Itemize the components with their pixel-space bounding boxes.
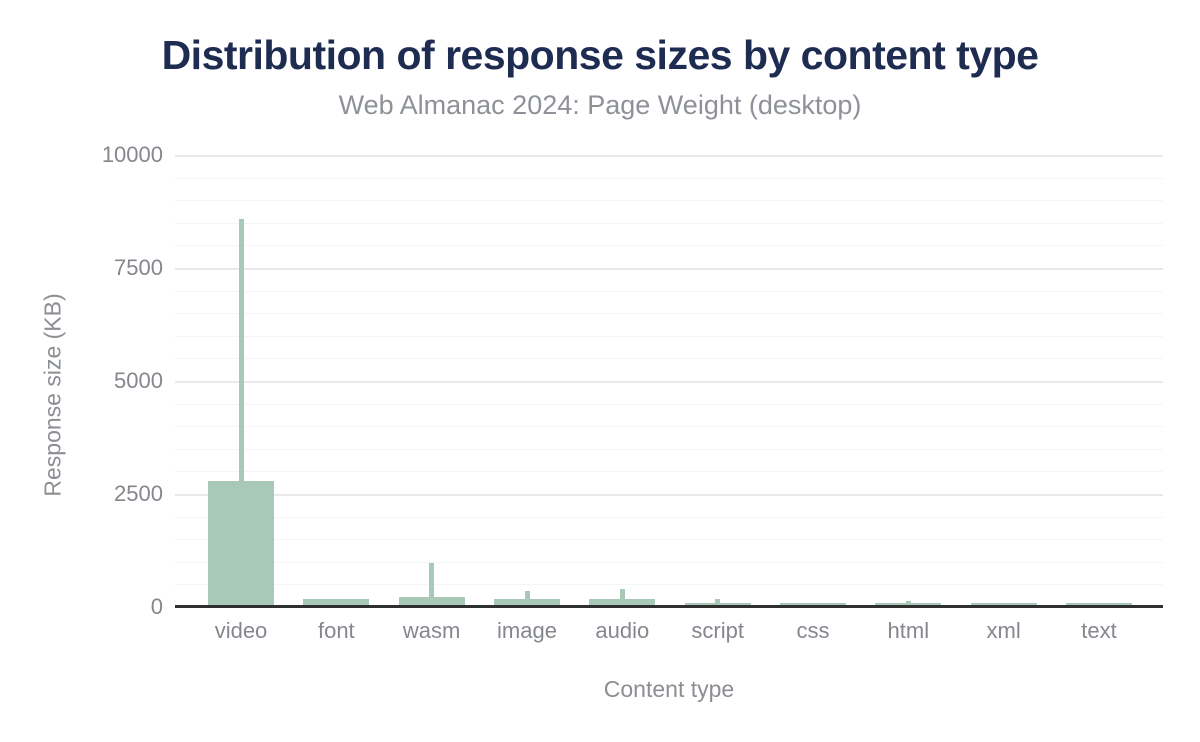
bar-text: [1066, 602, 1132, 605]
y-gridline-minor: [175, 200, 1163, 202]
bar-audio: [589, 599, 656, 605]
x-tick-label-video: video: [214, 618, 268, 643]
bar-font: [303, 598, 370, 605]
x-tick-label-font: font: [317, 618, 355, 643]
bar-script: [684, 602, 751, 605]
y-gridline-minor: [175, 335, 1163, 337]
x-tick-label-text: text: [1081, 618, 1117, 643]
chart-subtitle: Web Almanac 2024: Page Weight (desktop): [338, 90, 862, 120]
whisker-script: [715, 599, 721, 605]
y-gridline-minor: [175, 245, 1163, 247]
y-gridline-minor: [175, 177, 1163, 179]
whisker-audio: [619, 589, 625, 605]
y-gridline-minor: [175, 403, 1163, 405]
x-tick-label-audio: audio: [595, 618, 650, 643]
y-gridline-minor: [175, 448, 1163, 450]
y-gridline-major: [175, 494, 1163, 496]
y-tick-label: 10000: [101, 142, 163, 167]
y-tick-label: 0: [150, 594, 163, 619]
y-gridline-minor: [175, 290, 1163, 292]
x-tick-label-xml: xml: [986, 618, 1021, 643]
y-tick-label: 7500: [114, 255, 163, 280]
y-gridline-minor: [175, 222, 1163, 224]
y-gridline-minor: [175, 561, 1163, 563]
bar-wasm: [398, 596, 465, 605]
y-gridline-minor: [175, 516, 1163, 518]
x-tick-label-image: image: [497, 618, 557, 643]
y-gridline-major: [175, 381, 1163, 383]
y-gridline-minor: [175, 539, 1163, 541]
whisker-wasm: [429, 562, 435, 605]
y-gridline-minor: [175, 358, 1163, 360]
chart-title: Distribution of response sizes by conten…: [161, 32, 1039, 78]
x-tick-label-wasm: wasm: [402, 618, 461, 643]
bar-video: [208, 480, 274, 605]
x-axis-title: Content type: [603, 676, 735, 702]
whisker-video: [238, 218, 244, 605]
bar-xml: [970, 602, 1037, 605]
bar-css: [780, 602, 846, 605]
y-tick-label: 2500: [114, 481, 163, 506]
y-gridline-minor: [175, 426, 1163, 428]
y-gridline-minor: [175, 471, 1163, 473]
y-tick-label: 5000: [114, 368, 163, 393]
y-gridline-major: [175, 268, 1163, 270]
y-axis-title: Response size (KB): [39, 293, 66, 497]
x-axis-line: [175, 605, 1163, 608]
y-gridline-major: [175, 155, 1163, 157]
plot-area: [175, 155, 1163, 608]
bar-html: [875, 602, 942, 605]
x-tick-label-css: css: [796, 618, 830, 643]
y-gridline-minor: [175, 584, 1163, 586]
bar-image: [494, 599, 560, 605]
whisker-image: [524, 590, 530, 605]
x-tick-label-html: html: [887, 618, 930, 643]
y-gridline-minor: [175, 313, 1163, 315]
x-tick-label-script: script: [691, 618, 744, 643]
